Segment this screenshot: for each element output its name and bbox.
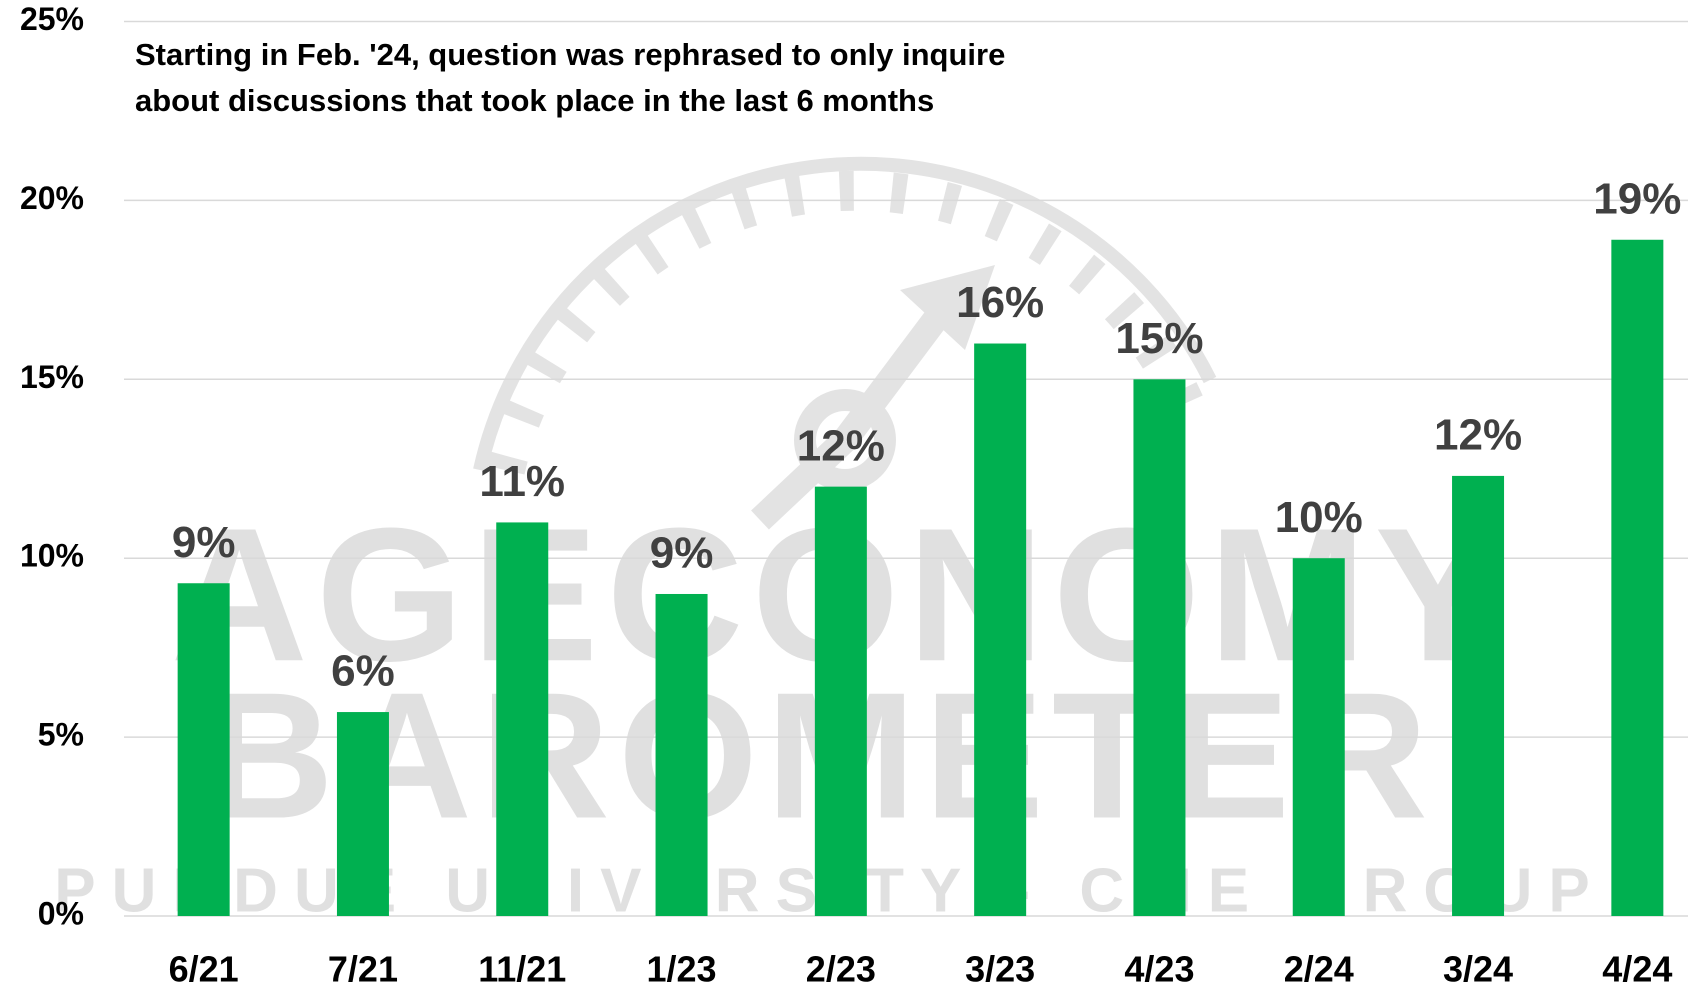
bar [336, 712, 389, 916]
watermark-gauge [473, 156, 1217, 530]
value-label: 9% [172, 518, 236, 567]
value-label: 9% [650, 529, 714, 578]
value-label: 10% [1275, 493, 1363, 542]
bar [177, 583, 230, 916]
value-label: 12% [1434, 411, 1522, 460]
value-label: 6% [331, 647, 395, 696]
value-label: 15% [1115, 314, 1203, 363]
y-tick-label: 15% [20, 359, 84, 395]
bar [1292, 558, 1345, 916]
y-tick-label: 20% [20, 180, 84, 216]
x-tick-label: 6/21 [169, 949, 239, 990]
x-tick-label: 7/21 [328, 949, 398, 990]
bar [1611, 239, 1664, 916]
y-tick-label: 25% [20, 1, 84, 37]
bar [496, 522, 549, 916]
value-label: 19% [1593, 174, 1681, 223]
value-label: 11% [479, 457, 565, 506]
x-tick-label: 2/23 [806, 949, 876, 990]
x-tick-label: 3/24 [1443, 949, 1513, 990]
annotation: about discussions that took place in the… [135, 83, 934, 118]
plot: 0% 5% 10% 15% 20% 25% 6/21 9% 7/21 6% 11/21 11% 1/23… [20, 1, 1688, 990]
x-tick-label: 1/23 [647, 949, 717, 990]
y-tick-label: 0% [38, 895, 84, 931]
value-label: 16% [956, 278, 1044, 327]
y-tick-label: 5% [38, 717, 84, 753]
bar [974, 343, 1027, 916]
x-tick-label: 3/23 [965, 949, 1035, 990]
bar [655, 593, 708, 916]
x-tick-label: 4/23 [1124, 949, 1194, 990]
x-tick-label: 4/24 [1602, 949, 1672, 990]
bar [1452, 475, 1505, 916]
bar [814, 486, 867, 916]
y-tick-label: 10% [20, 538, 84, 574]
x-tick-label: 11/21 [478, 949, 566, 990]
annotation: Starting in Feb. '24, question was rephr… [135, 37, 1005, 72]
value-label: 12% [797, 421, 885, 470]
bar [1133, 379, 1186, 916]
x-tick-label: 2/24 [1284, 949, 1354, 990]
